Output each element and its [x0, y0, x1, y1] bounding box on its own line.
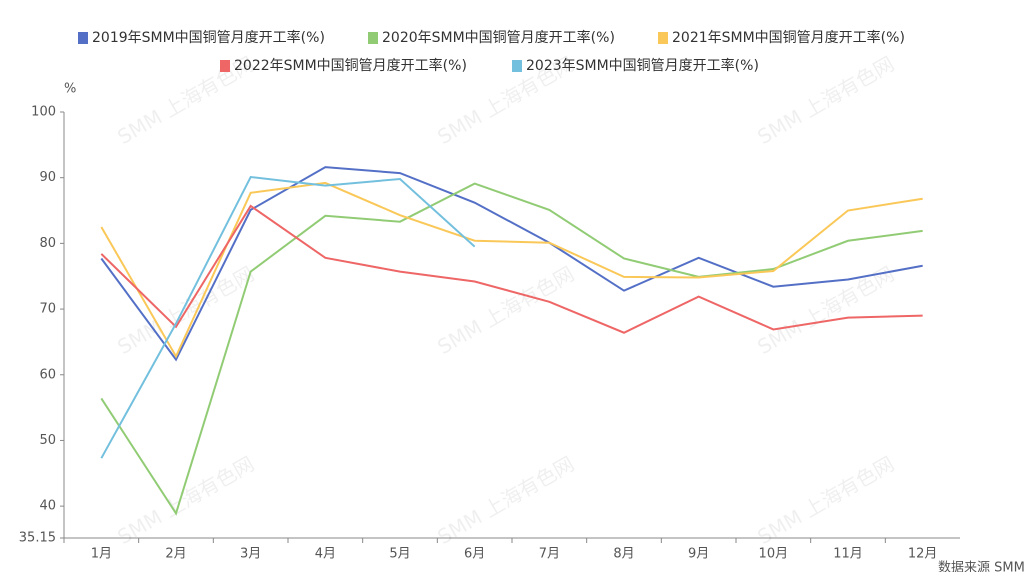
- watermark: SMM 上海有色网: [753, 52, 898, 150]
- y-tick-label: 35.15: [19, 531, 56, 546]
- x-tick-label: 7月: [539, 547, 560, 562]
- watermark: SMM 上海有色网: [433, 452, 578, 550]
- legend-label: 2019年SMM中国铜管月度开工率(%): [92, 29, 325, 46]
- y-tick-label: 50: [39, 433, 56, 448]
- x-tick-label: 8月: [613, 547, 634, 562]
- x-tick-label: 5月: [389, 547, 410, 562]
- y-tick-label: 70: [39, 302, 56, 317]
- series-line: [100, 182, 923, 516]
- watermark: SMM 上海有色网: [753, 262, 898, 360]
- legend-label: 2023年SMM中国铜管月度开工率(%): [526, 57, 759, 74]
- x-tick-label: 10月: [759, 547, 789, 562]
- x-tick-label: 3月: [240, 547, 261, 562]
- x-tick-label: 6月: [464, 547, 485, 562]
- x-tick-label: 9月: [688, 547, 709, 562]
- legend-label: 2021年SMM中国铜管月度开工率(%): [672, 29, 905, 46]
- legend-swatch: [512, 60, 522, 72]
- watermark: SMM 上海有色网: [433, 262, 578, 360]
- x-tick-label: 11月: [833, 547, 863, 562]
- watermark: SMM 上海有色网: [113, 452, 258, 550]
- series-line: [100, 181, 923, 359]
- legend-label: 2022年SMM中国铜管月度开工率(%): [234, 57, 467, 74]
- legend-label: 2020年SMM中国铜管月度开工率(%): [382, 29, 615, 46]
- x-tick-label: 2月: [165, 547, 186, 562]
- y-unit: %: [64, 82, 76, 97]
- legend-swatch: [658, 32, 668, 44]
- legend-swatch: [78, 32, 88, 44]
- x-tick-label: 1月: [91, 547, 112, 562]
- legend-swatch: [220, 60, 230, 72]
- series-line: [100, 204, 923, 334]
- x-tick-label: 4月: [315, 547, 336, 562]
- y-tick-label: 90: [39, 170, 56, 185]
- watermark: SMM 上海有色网: [753, 452, 898, 550]
- y-tick-label: 80: [39, 236, 56, 251]
- y-tick-label: 100: [31, 105, 56, 120]
- y-tick-label: 60: [39, 367, 56, 382]
- y-tick-label: 40: [39, 499, 56, 514]
- series-line: [100, 175, 476, 459]
- x-tick-label: 12月: [908, 547, 938, 562]
- series-line: [100, 166, 923, 362]
- source: 数据来源 SMM: [938, 561, 1024, 572]
- legend-swatch: [368, 32, 378, 44]
